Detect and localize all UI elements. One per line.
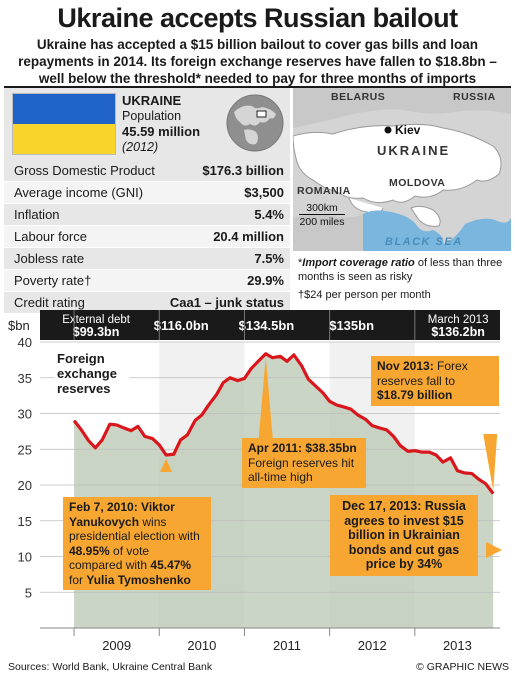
import-coverage-rest: of less than three months is seen as ris… [298,257,503,283]
y-tick-label: 20 [18,478,32,493]
map-label-ukraine: UKRAINE [377,143,451,158]
stat-value: 5.4% [254,207,284,222]
map-graphic [293,88,511,251]
callout-pointer [483,434,498,491]
reserves-line [72,352,495,495]
x-tick-label: 2010 [187,638,216,653]
debt-value: $99.3bn [73,325,120,339]
stat-label: Credit rating [14,295,85,310]
map-label-moldova: MOLDOVA [389,177,446,189]
credit: © GRAPHIC NEWS [416,661,509,673]
debt-label: March 2013 [428,314,489,326]
callout-nov-2013: Nov 2013: Forex reserves fall to $18.79 … [371,356,499,406]
stat-value: 20.4 million [213,229,284,244]
stat-label: Labour force [14,229,87,244]
x-tick-label: 2012 [358,638,387,653]
debt-band [40,310,500,340]
population-label: Population [122,109,182,123]
debt-label: External debt [62,314,131,326]
x-tick-label: 2011 [273,638,301,653]
series-annotation: Foreign exchange reserves [55,351,129,396]
y-tick-label: 40 [18,335,32,350]
debt-value: $134.5bn [239,318,295,333]
y-tick-label: 35 [18,371,32,386]
stat-label: Inflation [14,207,60,222]
debt-value: $136.2bn [431,325,485,339]
population-year: (2012) [122,140,159,154]
stat-row: Poverty rate† 29.9% [4,270,290,292]
y-tick-label: 10 [18,550,32,565]
y-tick-label: 5 [25,585,32,600]
scale-km: 300km [299,202,345,215]
callout-apr-2011: Apr 2011: $38.35bn Foreign reserves hit … [242,438,366,488]
stat-label: Average income (GNI) [14,185,144,200]
x-tick-label: 2009 [102,638,131,653]
map-label-belarus: BELARUS [331,91,386,103]
stat-value: $3,500 [244,185,284,200]
ukraine-flag-icon [12,93,116,155]
y-tick-label: 15 [18,514,32,529]
debt-value: $116.0bn [154,318,209,333]
subtitle: Ukraine has accepted a $15 billion bailo… [18,37,497,86]
stat-value: $176.3 billion [202,163,284,178]
stat-label: Gross Domestic Product [14,163,155,178]
import-coverage-term: Import coverage ratio [302,257,415,269]
stat-value: 29.9% [247,273,284,288]
stat-row: Gross Domestic Product $176.3 billion [4,160,290,182]
stats-table: Gross Domestic Product $176.3 billion Aver… [4,160,290,314]
y-axis-label: $bn [8,318,30,333]
stat-row: Labour force 20.4 million [4,226,290,248]
map-label-romania: ROMANIA [297,185,351,197]
x-tick-label: 2013 [443,638,472,653]
map-label-black-sea: BLACK SEA [385,236,463,248]
locator-map: BELARUS RUSSIA Kiev UKRAINE ROMANIA MOLD… [293,88,511,251]
population-value: 45.59 million [122,124,201,139]
map-label-russia: RUSSIA [453,91,496,103]
stat-value: Caa1 – junk status [169,295,284,310]
stat-value: 7.5% [254,251,284,266]
y-tick-label: 25 [18,442,32,457]
globe-locator-icon [226,94,284,152]
country-panel: UKRAINE Population 45.59 million (2012) [4,88,290,160]
top-rule [4,86,511,88]
map-label-kiev: Kiev [395,123,421,137]
stat-row: Average income (GNI) $3,500 [4,182,290,204]
callout-dec-2013: Dec 17, 2013: Russia agrees to invest $1… [330,495,478,576]
callout-feb-2010: Feb 7, 2010: Viktor Yanukovych wins pres… [63,497,211,590]
sources: Sources: World Bank, Ukraine Central Ban… [8,661,213,673]
stat-label: Poverty rate† [14,273,92,288]
country-name: UKRAINE [122,93,182,108]
scale-miles: 200 miles [299,216,345,228]
callout-pointer [258,356,273,438]
poverty-note: †$24 per person per month [298,289,431,301]
page-title: Ukraine accepts Russian bailout [57,3,458,33]
debt-value: $135bn [329,318,374,333]
y-tick-label: 30 [18,407,32,422]
stat-row: Inflation 5.4% [4,204,290,226]
stat-row: Jobless rate 7.5% [4,248,290,270]
import-coverage-note: *Import coverage ratio of less than thre… [298,257,503,283]
callout-pointer [486,542,502,558]
stat-label: Jobless rate [14,251,85,266]
callout-pointer [160,458,173,472]
